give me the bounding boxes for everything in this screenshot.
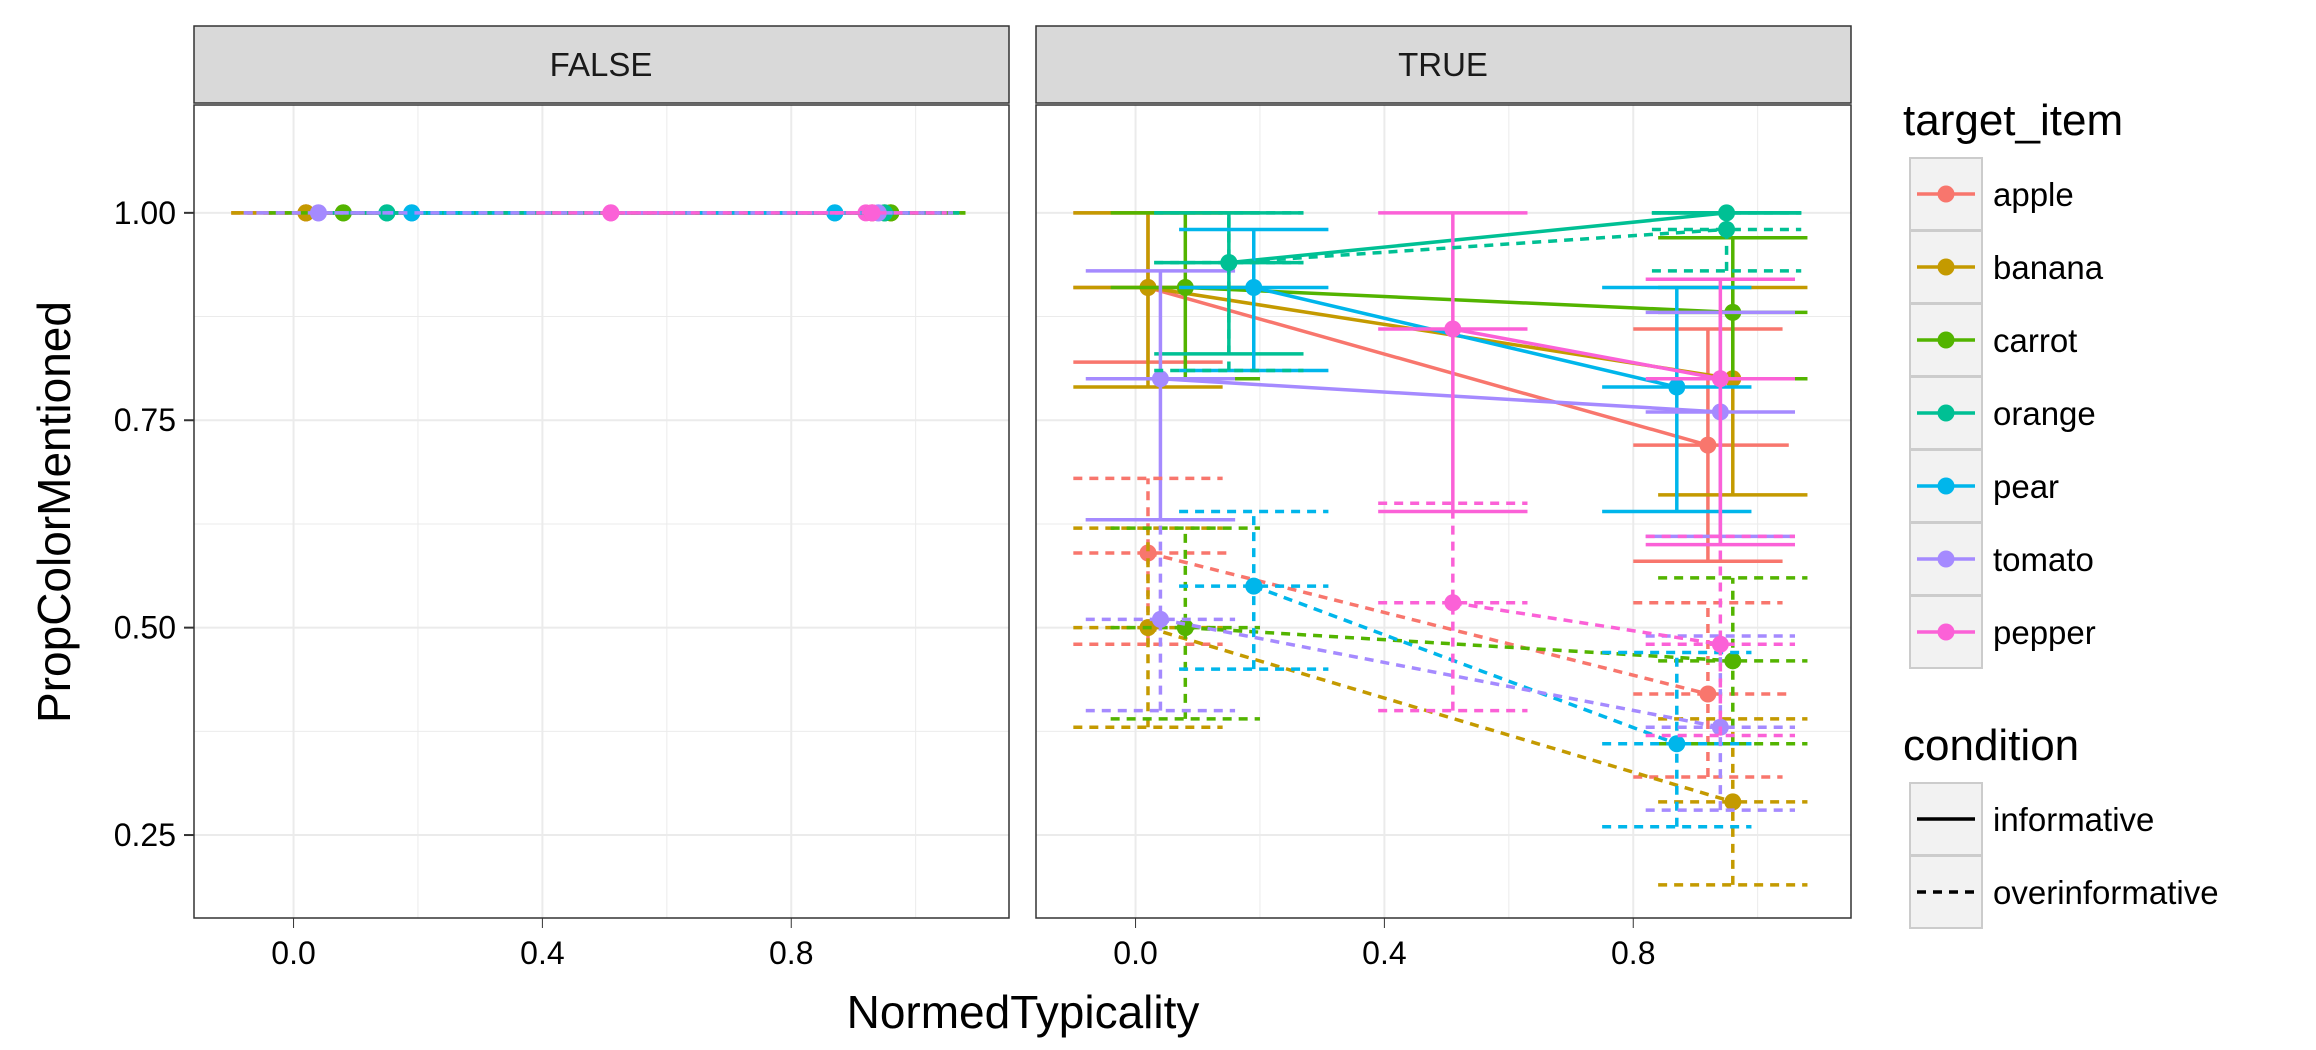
legend-title-target-item: target_item — [1903, 96, 2123, 145]
apple-informative-point — [1699, 436, 1717, 454]
pear-overinformative-point — [403, 204, 421, 222]
strip-label-true: TRUE — [1398, 46, 1488, 83]
legend: target_item apple banana carrot orange pear t… — [1903, 96, 2219, 929]
x-tick-label: 0.8 — [769, 935, 813, 971]
panel-true: TRUE — [1035, 25, 1852, 919]
carrot-overinformative-point — [1724, 652, 1742, 670]
panel-border-true — [1035, 104, 1852, 919]
pear-overinformative-point — [1245, 577, 1263, 595]
legend-label-pepper: pepper — [1993, 614, 2096, 651]
orange-informative-line — [1228, 211, 1727, 265]
legend-point-orange — [1937, 404, 1955, 422]
apple-overinformative-point — [1139, 544, 1157, 562]
legend-point-banana — [1937, 258, 1955, 276]
tomato-informative-line — [1160, 377, 1721, 414]
legend-label-apple: apple — [1993, 176, 2074, 213]
strip-false — [193, 25, 1010, 104]
legend-point-carrot — [1937, 331, 1955, 349]
panel-false: FALSE — [193, 25, 1010, 919]
legend-label-overinformative: overinformative — [1993, 874, 2219, 911]
pepper-overinformative-line — [1452, 601, 1721, 646]
orange-informative-point — [1718, 204, 1736, 222]
legend-target-item-entries: apple banana carrot orange pear tomato pepper — [1909, 157, 2104, 669]
y-tick-label: 0.25 — [114, 817, 176, 853]
legend-label-informative: informative — [1993, 801, 2154, 838]
legend-condition-entries: informative overinformative — [1909, 782, 2219, 929]
carrot-overinformative-line — [1185, 625, 1733, 663]
panel-border-false — [193, 104, 1010, 919]
pear-informative-point — [1668, 378, 1686, 396]
pepper-overinformative-point — [1711, 635, 1729, 653]
pear-overinformative-point — [1668, 735, 1686, 753]
pear-informative-point — [1245, 279, 1263, 297]
y-tick-label: 0.75 — [114, 402, 176, 438]
tomato-overinformative-point — [309, 204, 327, 222]
legend-point-tomato — [1937, 550, 1955, 568]
banana-overinformative-line — [1147, 625, 1734, 804]
legend-label-carrot: carrot — [1993, 322, 2077, 359]
pepper-overinformative-point — [602, 204, 620, 222]
pepper-informative-line — [1452, 327, 1721, 381]
x-axis: 0.0 0.4 0.8 0.0 0.4 0.8 — [271, 918, 1655, 971]
apple-overinformative-point — [1699, 685, 1717, 703]
tomato-overinformative-point — [1151, 610, 1169, 628]
pepper-overinformative-point — [1444, 594, 1462, 612]
pepper-informative-point — [1444, 320, 1462, 338]
apple-overinformative-line — [1147, 551, 1709, 696]
x-tick-label: 0.4 — [1362, 935, 1406, 971]
legend-point-pear — [1937, 477, 1955, 495]
orange-overinformative-line — [1228, 227, 1727, 265]
legend-point-apple — [1937, 185, 1955, 203]
legend-label-banana: banana — [1993, 249, 2104, 286]
pepper-overinformative-point — [863, 204, 881, 222]
strip-label-false: FALSE — [550, 46, 653, 83]
y-axis: 0.25 0.50 0.75 1.00 — [114, 195, 194, 853]
legend-label-tomato: tomato — [1993, 541, 2094, 578]
legend-title-condition: condition — [1903, 721, 2079, 770]
legend-label-orange: orange — [1993, 395, 2096, 432]
apple-informative-line — [1147, 285, 1709, 447]
panel-background-false — [194, 105, 1009, 918]
marks-false — [231, 204, 966, 222]
y-tick-label: 0.50 — [114, 610, 176, 646]
banana-overinformative-point — [1724, 793, 1742, 811]
x-axis-title: NormedTypicality — [847, 986, 1200, 1038]
x-tick-label: 0.0 — [1113, 935, 1157, 971]
strip-true — [1035, 25, 1852, 104]
y-axis-title: PropColorMentioned — [28, 301, 80, 723]
y-tick-label: 1.00 — [114, 195, 176, 231]
tomato-informative-point — [1151, 370, 1169, 388]
pear-overinformative-line — [1253, 584, 1678, 746]
x-tick-label: 0.8 — [1611, 935, 1655, 971]
legend-point-pepper — [1937, 623, 1955, 641]
orange-overinformative-point — [1220, 254, 1238, 272]
x-tick-label: 0.0 — [271, 935, 315, 971]
marks-true — [1073, 204, 1808, 887]
orange-overinformative-point — [1718, 220, 1736, 238]
legend-label-pear: pear — [1993, 468, 2059, 505]
pepper-informative-point — [1711, 370, 1729, 388]
pear-informative-line — [1253, 285, 1678, 389]
x-tick-label: 0.4 — [520, 935, 564, 971]
